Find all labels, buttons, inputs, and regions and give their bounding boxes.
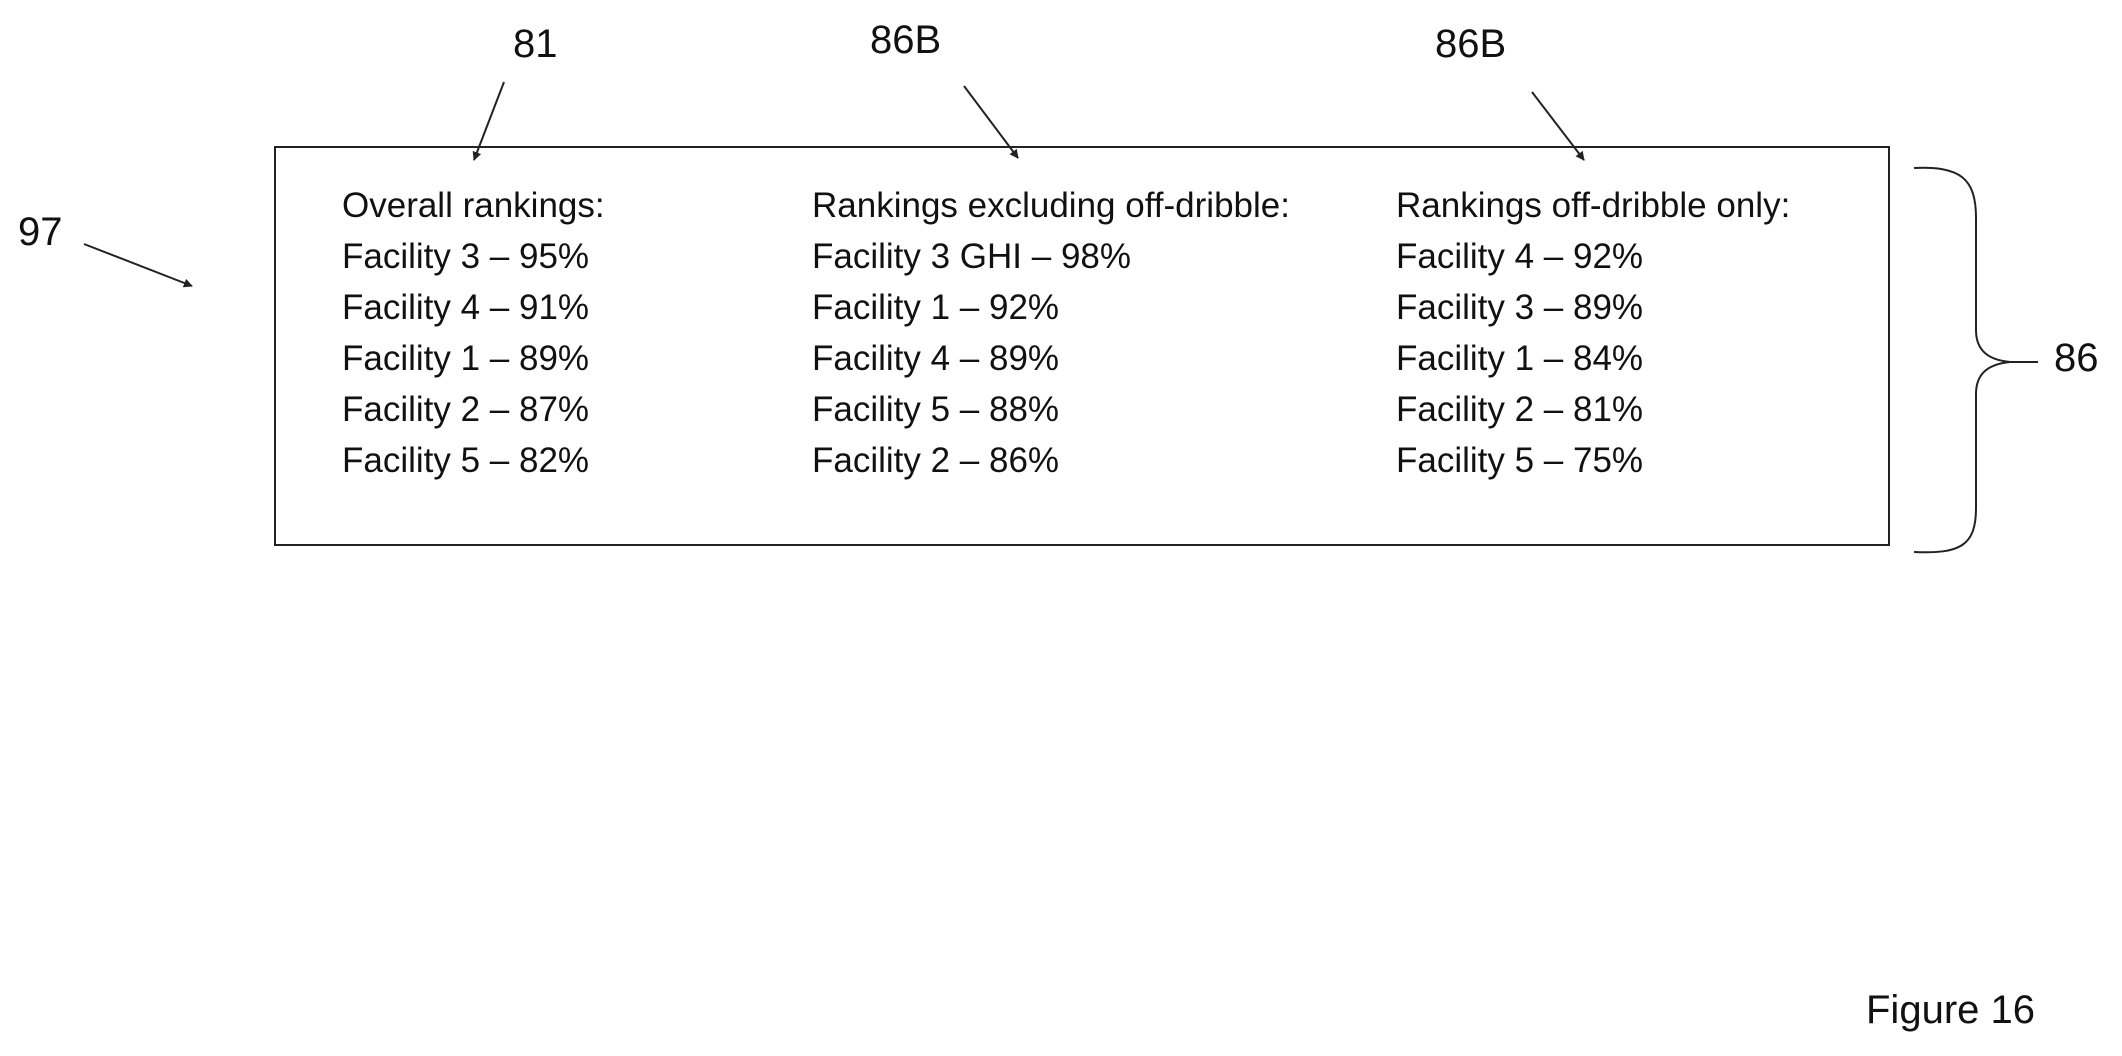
column-heading: Rankings off-dribble only:: [1396, 186, 1791, 225]
ranking-item: Facility 4 – 89%: [812, 339, 1060, 378]
ranking-item: Facility 3 – 89%: [1396, 288, 1644, 327]
ranking-item: Facility 1 – 89%: [342, 339, 590, 378]
bracket-86: [1913, 166, 2011, 554]
figure-caption: Figure 16: [1866, 988, 2035, 1032]
overall-rankings-column: Overall rankings: Facility 3 – 95% Facil…: [342, 180, 605, 486]
ranking-item: Facility 2 – 87%: [342, 390, 590, 429]
ranking-item: Facility 5 – 75%: [1396, 441, 1644, 480]
ref-label-81: 81: [513, 22, 558, 66]
ranking-item: Facility 4 – 92%: [1396, 237, 1644, 276]
off-dribble-only-column: Rankings off-dribble only: Facility 4 – …: [1396, 180, 1790, 486]
rankings-panel: Overall rankings: Facility 3 – 95% Facil…: [274, 146, 1890, 546]
ranking-item: Facility 2 – 81%: [1396, 390, 1644, 429]
ranking-item: Facility 3 GHI – 98%: [812, 237, 1131, 276]
ref-label-97: 97: [18, 210, 63, 254]
ranking-item: Facility 4 – 91%: [342, 288, 590, 327]
ranking-item: Facility 5 – 82%: [342, 441, 590, 480]
ref-label-86: 86: [2054, 336, 2099, 380]
ranking-item: Facility 3 – 95%: [342, 237, 590, 276]
arrow-86b-right: [1531, 91, 1585, 161]
ranking-item: Facility 2 – 86%: [812, 441, 1060, 480]
column-heading: Overall rankings:: [342, 186, 605, 225]
ranking-item: Facility 5 – 88%: [812, 390, 1060, 429]
ref-label-86b-middle: 86B: [870, 18, 942, 62]
ranking-item: Facility 1 – 92%: [812, 288, 1060, 327]
arrow-97: [83, 243, 193, 288]
ranking-item: Facility 1 – 84%: [1396, 339, 1644, 378]
column-heading: Rankings excluding off-dribble:: [812, 186, 1290, 225]
ref-label-86b-right: 86B: [1435, 22, 1507, 66]
excluding-off-dribble-column: Rankings excluding off-dribble: Facility…: [812, 180, 1290, 486]
